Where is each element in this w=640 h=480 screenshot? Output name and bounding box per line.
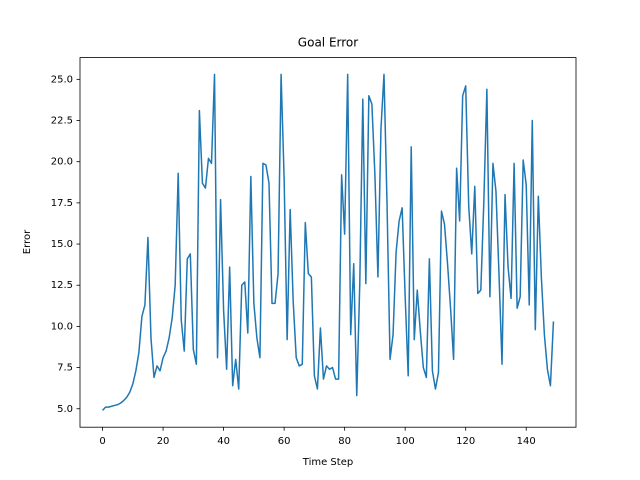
x-tick-label: 100 xyxy=(396,436,415,447)
y-tick-label: 7.5 xyxy=(57,363,73,374)
y-axis-label: Error xyxy=(22,229,33,254)
y-tick-label: 25.0 xyxy=(51,74,73,85)
x-tick-label: 140 xyxy=(517,436,536,447)
x-tick-label: 40 xyxy=(217,436,230,447)
plot-frame xyxy=(79,57,577,428)
x-tick-label: 80 xyxy=(338,436,351,447)
x-axis-label: Time Step xyxy=(302,457,353,468)
x-tick-label: 60 xyxy=(278,436,291,447)
chart-title: Goal Error xyxy=(298,36,358,50)
data-line xyxy=(101,73,555,411)
x-tick-label: 120 xyxy=(456,436,475,447)
y-tick-label: 10.0 xyxy=(51,321,73,332)
y-tick-label: 22.5 xyxy=(51,116,73,127)
y-tick-label: 5.0 xyxy=(57,404,73,415)
x-tick-label: 20 xyxy=(157,436,170,447)
y-tick-label: 20.0 xyxy=(51,157,73,168)
y-tick-label: 12.5 xyxy=(51,280,73,291)
y-tick-label: 15.0 xyxy=(51,239,73,250)
x-tick-label: 0 xyxy=(99,436,105,447)
y-tick-label: 17.5 xyxy=(51,198,73,209)
